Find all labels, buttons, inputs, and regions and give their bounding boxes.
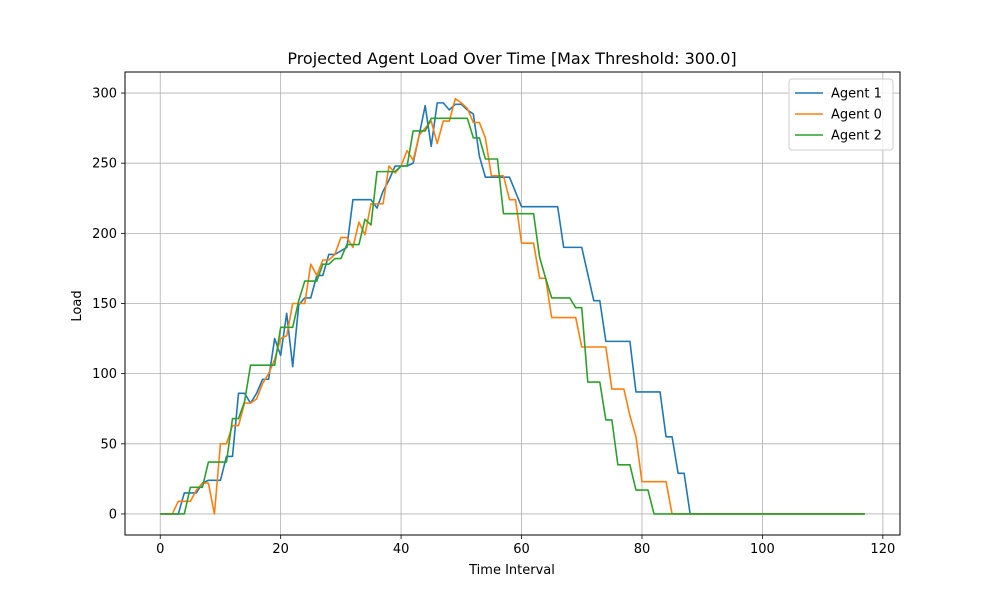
y-tick-label: 0: [109, 507, 117, 522]
x-tick-label: 20: [272, 542, 289, 557]
legend-label-agent-0: Agent 0: [831, 108, 882, 123]
legend-box: [788, 78, 894, 151]
y-tick-label: 50: [100, 437, 117, 452]
legend-label-agent-2: Agent 2: [831, 129, 882, 144]
chart-title: Projected Agent Load Over Time [Max Thre…: [287, 49, 736, 68]
x-tick-label: 60: [513, 542, 530, 557]
y-tick-label: 250: [92, 157, 117, 172]
y-tick-label: 150: [92, 297, 117, 312]
y-axis-label: Load: [70, 290, 85, 321]
legend: Agent 1 Agent 0 Agent 2: [788, 78, 894, 151]
y-tick-label: 200: [92, 227, 117, 242]
series-line-agent-2: [160, 117, 865, 515]
x-tick-label: 100: [750, 542, 775, 557]
y-tick-label: 300: [92, 87, 117, 102]
y-axis-ticks: 0 50 100 150 200 250 300: [92, 87, 125, 522]
legend-label-agent-1: Agent 1: [831, 87, 882, 102]
x-tick-label: 80: [634, 542, 651, 557]
x-axis-ticks: 0 20 40 60 80 100 120: [156, 535, 895, 557]
y-tick-label: 100: [92, 367, 117, 382]
x-axis-label: Time Interval: [468, 563, 555, 578]
x-tick-label: 0: [156, 542, 164, 557]
x-tick-label: 40: [393, 542, 410, 557]
series-lines: [160, 97, 865, 515]
x-tick-label: 120: [870, 542, 895, 557]
grid: [125, 72, 900, 535]
